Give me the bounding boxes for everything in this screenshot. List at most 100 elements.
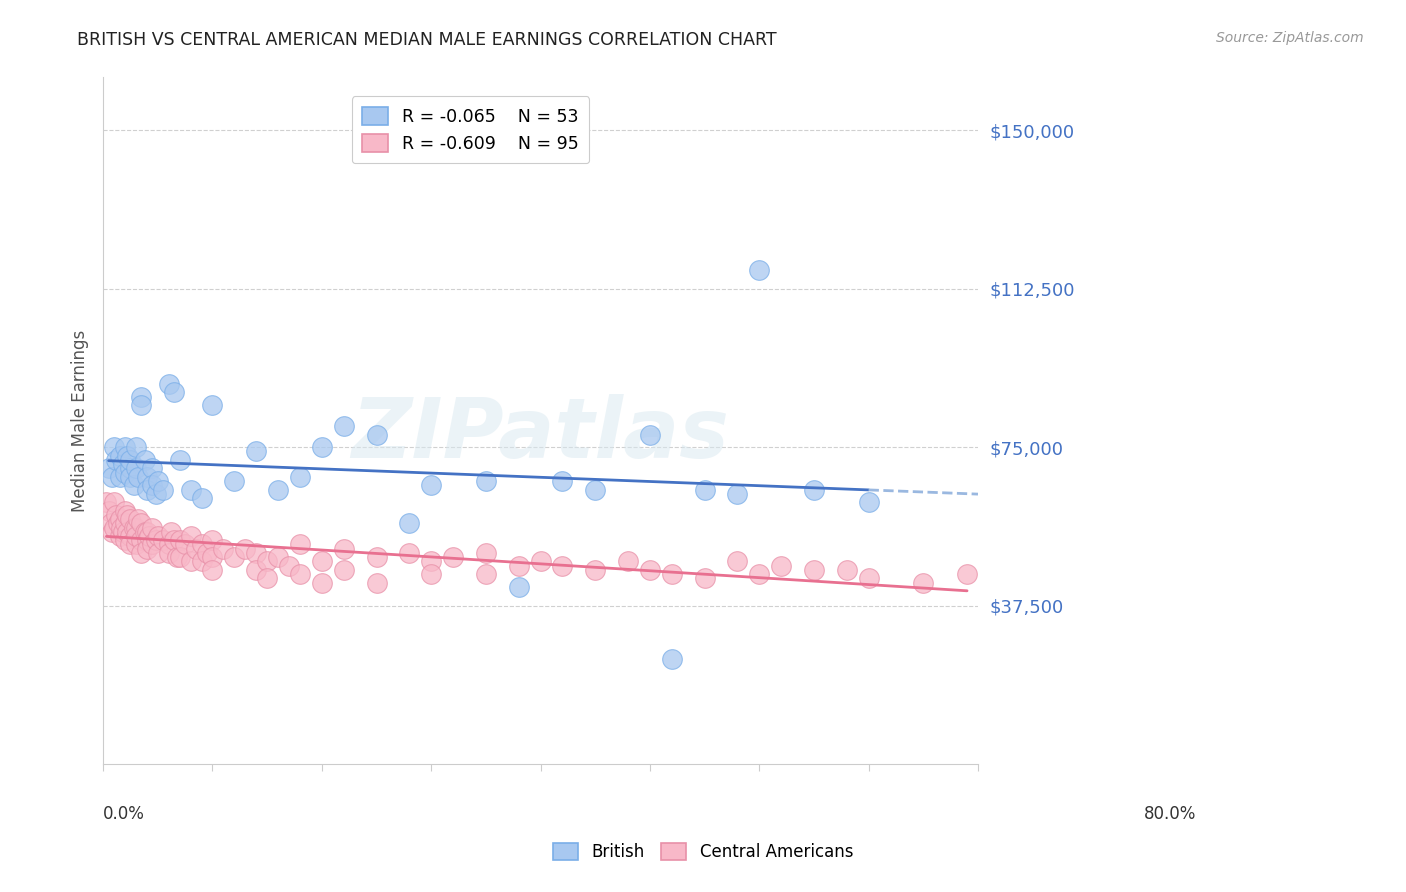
Point: [190, 491, 212, 505]
Point: [332, 563, 354, 577]
Point: [114, 440, 136, 454]
Point: [127, 470, 149, 484]
Point: [288, 537, 311, 551]
Point: [100, 516, 122, 531]
Point: [725, 487, 748, 501]
Point: [145, 533, 167, 548]
Y-axis label: Median Male Earnings: Median Male Earnings: [72, 330, 89, 512]
Point: [166, 550, 188, 565]
Point: [475, 567, 498, 582]
Point: [529, 554, 551, 568]
Point: [201, 398, 224, 412]
Point: [160, 524, 183, 539]
Point: [858, 571, 880, 585]
Point: [212, 541, 235, 556]
Point: [398, 516, 420, 531]
Point: [145, 487, 167, 501]
Point: [103, 495, 125, 509]
Point: [245, 546, 267, 560]
Point: [125, 440, 148, 454]
Point: [201, 533, 224, 548]
Point: [311, 554, 333, 568]
Point: [115, 449, 138, 463]
Point: [146, 529, 169, 543]
Point: [115, 524, 138, 539]
Point: [114, 504, 136, 518]
Point: [131, 516, 153, 531]
Point: [169, 550, 191, 565]
Point: [201, 563, 224, 577]
Point: [115, 508, 138, 522]
Point: [311, 575, 333, 590]
Point: [103, 520, 125, 534]
Text: 0.0%: 0.0%: [103, 805, 145, 823]
Point: [195, 546, 218, 560]
Point: [366, 427, 388, 442]
Point: [96, 495, 118, 509]
Point: [103, 440, 125, 454]
Point: [508, 558, 530, 573]
Point: [114, 533, 136, 548]
Point: [157, 546, 180, 560]
Point: [114, 466, 136, 480]
Point: [190, 537, 212, 551]
Point: [108, 529, 131, 543]
Point: [551, 474, 574, 488]
Point: [956, 567, 979, 582]
Point: [174, 537, 197, 551]
Point: [748, 567, 770, 582]
Point: [131, 533, 153, 548]
Point: [190, 554, 212, 568]
Point: [256, 571, 278, 585]
Point: [693, 571, 716, 585]
Point: [366, 550, 388, 565]
Point: [135, 524, 157, 539]
Point: [169, 533, 191, 548]
Point: [135, 483, 157, 497]
Point: [105, 453, 128, 467]
Point: [157, 376, 180, 391]
Point: [120, 470, 142, 484]
Point: [661, 567, 683, 582]
Point: [420, 567, 443, 582]
Point: [180, 529, 202, 543]
Point: [141, 520, 163, 534]
Point: [108, 470, 131, 484]
Point: [131, 390, 153, 404]
Point: [111, 524, 134, 539]
Point: [108, 449, 131, 463]
Point: [267, 483, 290, 497]
Point: [138, 529, 160, 543]
Point: [420, 478, 443, 492]
Point: [105, 508, 128, 522]
Point: [125, 537, 148, 551]
Point: [157, 537, 180, 551]
Point: [97, 504, 120, 518]
Point: [201, 550, 224, 565]
Point: [583, 563, 606, 577]
Point: [135, 533, 157, 548]
Text: 80.0%: 80.0%: [1144, 805, 1197, 823]
Text: Source: ZipAtlas.com: Source: ZipAtlas.com: [1216, 31, 1364, 45]
Point: [131, 398, 153, 412]
Point: [110, 520, 132, 534]
Text: ZIPatlas: ZIPatlas: [352, 394, 730, 475]
Point: [163, 533, 186, 548]
Point: [131, 546, 153, 560]
Point: [107, 516, 129, 531]
Text: BRITISH VS CENTRAL AMERICAN MEDIAN MALE EARNINGS CORRELATION CHART: BRITISH VS CENTRAL AMERICAN MEDIAN MALE …: [77, 31, 778, 49]
Point: [398, 546, 420, 560]
Point: [551, 558, 574, 573]
Point: [134, 524, 156, 539]
Point: [120, 453, 142, 467]
Point: [111, 457, 134, 471]
Point: [101, 524, 124, 539]
Point: [725, 554, 748, 568]
Point: [912, 575, 935, 590]
Point: [770, 558, 793, 573]
Point: [125, 520, 148, 534]
Point: [146, 474, 169, 488]
Point: [120, 461, 142, 475]
Point: [617, 554, 640, 568]
Point: [245, 444, 267, 458]
